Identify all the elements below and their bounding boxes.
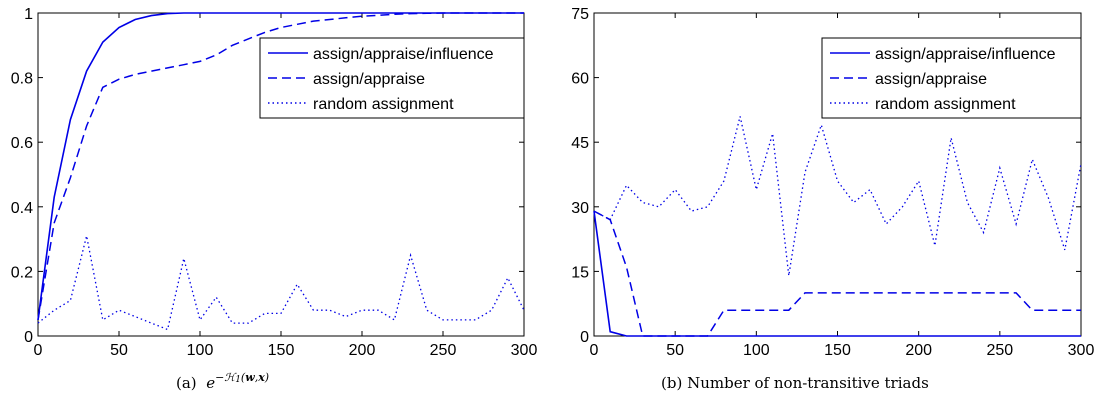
chart-b-legend-label: assign/appraise/influence [875, 46, 1056, 63]
chart-b-xtick-label: 250 [986, 342, 1013, 359]
chart-a-caption-formula: e−ℋ1(w,x) [201, 371, 270, 392]
chart-a-xtick-label: 0 [34, 342, 43, 359]
chart-a-ytick-label: 0.8 [11, 71, 33, 88]
chart-a-xtick-label: 50 [110, 342, 128, 359]
chart-b-caption-text: Number of non-transitive triads [687, 374, 929, 392]
chart-a-series-line-dotted [37, 235, 525, 331]
chart-b-ytick-label: 60 [571, 71, 589, 88]
chart-a-ytick-label: 0.2 [11, 264, 33, 281]
chart-a-legend-label: random assignment [313, 96, 454, 113]
chart-b-xtick-label: 0 [590, 342, 599, 359]
chart-b-xtick-label: 200 [905, 342, 932, 359]
chart-b-svg: 0 50 100 150 200 250 300 0 15 30 45 60 75 assign/appr… [571, 6, 1095, 359]
chart-b-legend-label: random assignment [875, 96, 1016, 113]
chart-b-caption: (b) Number of non-transitive triads [661, 374, 929, 392]
chart-panel-b: 0 50 100 150 200 250 300 0 15 30 45 60 75 assign/appr… [551, 0, 1102, 402]
chart-b-xtick-label: 50 [666, 342, 684, 359]
chart-b-xtick-label: 150 [824, 342, 851, 359]
chart-b-xtick-label: 300 [1068, 342, 1095, 359]
chart-a-series-line-dashed [37, 12, 524, 321]
chart-a-xtick-label: 200 [349, 342, 376, 359]
chart-a-xtick-label: 100 [187, 342, 214, 359]
chart-b-ytick-label: 45 [571, 135, 589, 152]
chart-a-svg: 0 50 100 150 200 250 300 0 0.2 0.4 0.6 0.8 1 assign/a… [11, 6, 538, 359]
chart-b-caption-label: (b) [661, 374, 683, 392]
chart-a-ytick-label: 0 [24, 329, 33, 346]
chart-a-caption: (a) e−ℋ1(w,x) [176, 371, 270, 392]
chart-b-ytick-label: 75 [571, 6, 589, 23]
chart-b-ytick-label: 0 [580, 329, 589, 346]
chart-b-xtick-label: 100 [743, 342, 770, 359]
chart-b-series-line-dashed [593, 210, 1081, 337]
chart-a-xtick-label: 250 [430, 342, 457, 359]
chart-a-caption-label: (a) [176, 374, 197, 392]
chart-a-ytick-label: 0.4 [11, 200, 33, 217]
chart-b-series-line-dotted [593, 116, 1082, 276]
chart-a-xtick-label: 300 [511, 342, 538, 359]
chart-a-legend-label: assign/appraise/influence [313, 46, 494, 63]
chart-b-legend-label: assign/appraise [875, 71, 987, 88]
chart-b-ytick-label: 30 [571, 200, 589, 217]
chart-a-legend-label: assign/appraise [313, 71, 425, 88]
chart-panel-a: 0 50 100 150 200 250 300 0 0.2 0.4 0.6 0.8 1 assign/a… [11, 6, 538, 392]
chart-a-ytick-label: 0.6 [11, 135, 33, 152]
chart-a-xtick-label: 150 [268, 342, 295, 359]
chart-a-ytick-label: 1 [24, 6, 33, 23]
chart-b-ytick-label: 15 [571, 264, 589, 281]
